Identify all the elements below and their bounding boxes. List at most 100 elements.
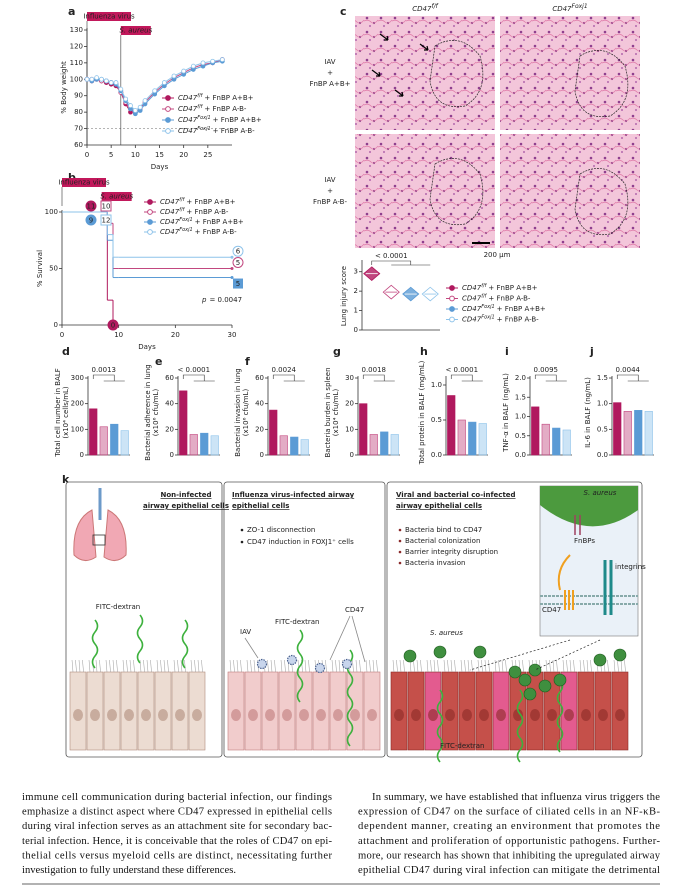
data-point	[108, 80, 114, 85]
x-tick-label: 15	[155, 151, 164, 159]
bacterium	[518, 673, 532, 687]
schematic-text: Viral and bacterial co-infected	[396, 491, 516, 499]
legend-entry: CD47f/f + FnBP A+B+	[160, 197, 236, 207]
data-point	[210, 58, 216, 64]
schematic-text: FnBPs	[574, 537, 595, 545]
p-value: < 0.0001	[445, 366, 478, 374]
body-line: expression of CD47 on the surface of cil…	[358, 807, 660, 818]
data-point	[137, 104, 143, 110]
bar	[120, 430, 129, 456]
panel-label: k	[62, 473, 70, 486]
bar	[300, 439, 309, 456]
cilium	[617, 659, 619, 673]
bar	[468, 421, 477, 456]
cilium	[163, 659, 166, 673]
bracket	[92, 374, 125, 382]
cilium	[75, 659, 77, 673]
legend-marker	[147, 209, 153, 215]
cilium	[308, 659, 310, 673]
bullet	[398, 561, 402, 565]
bar	[562, 429, 571, 456]
cilium	[545, 659, 548, 673]
arrow	[371, 69, 381, 77]
cell-nucleus	[547, 709, 557, 721]
p-value: < 0.0001	[375, 252, 408, 260]
fnbp	[574, 515, 581, 535]
row-label: FnBP A-B-	[313, 198, 347, 206]
y-tick-label: 2	[354, 287, 358, 295]
legend-marker	[449, 285, 455, 291]
bar	[552, 427, 561, 456]
cilium	[297, 659, 300, 673]
panel-label: f	[245, 355, 250, 368]
data-point	[132, 108, 138, 113]
cilium	[433, 659, 436, 673]
y-tick-label: 0.5	[515, 432, 526, 440]
schematic-text: S. aureus	[584, 489, 617, 497]
x-tick-label: 25	[203, 151, 212, 159]
legend-entry: CD47Foxj1 + FnBP A+B+	[178, 115, 262, 125]
legend-marker	[449, 316, 455, 323]
legend-gene: CD47	[160, 198, 180, 206]
virus	[314, 662, 326, 674]
inset-pointer	[469, 639, 601, 671]
cilium	[236, 659, 239, 673]
legend-entry: CD47f/f + FnBP A+B+	[462, 283, 538, 293]
y-axis-label: Total protein in BALF (mg/mL)	[418, 360, 426, 465]
cilium	[112, 659, 115, 673]
bar	[447, 395, 456, 456]
panel-label: h	[420, 345, 428, 358]
fitc-dextran	[91, 619, 99, 669]
y-tick-label: 130	[70, 26, 83, 34]
cilium	[477, 659, 480, 673]
p-value: 0.0044	[616, 366, 641, 374]
column-genotype: Foxj1	[572, 3, 588, 10]
y-tick-label: 70	[74, 125, 83, 133]
legend-treatment: + FnBP A+B+	[213, 116, 262, 124]
bullet	[398, 550, 402, 554]
cilium	[338, 659, 341, 673]
fitc-dextran	[296, 629, 304, 703]
bacterium	[593, 653, 607, 667]
cilium	[467, 659, 470, 673]
bacterium-wall	[540, 486, 638, 527]
cilium	[481, 659, 483, 673]
column-gene: CD47	[412, 5, 432, 13]
column-title: CD47Foxj1	[552, 3, 587, 14]
legend-entry: CD47f/f + FnBP A-B-	[462, 293, 531, 303]
cilium	[233, 659, 235, 673]
schematic-text: Barrier integrity disruption	[405, 548, 498, 556]
cilium	[146, 659, 149, 673]
legend-gene: CD47	[178, 105, 198, 113]
legend-marker	[165, 128, 171, 134]
y-tick-label: 90	[74, 92, 83, 100]
schematic-text: IAV	[240, 628, 251, 636]
event-box	[120, 26, 151, 35]
schematic-text: S. aureus	[430, 629, 463, 637]
cell-nucleus	[107, 709, 117, 721]
legend-genotype: f/f	[481, 293, 487, 299]
survivor-badge	[232, 257, 244, 268]
body-line: thelial cells versus myeloid cells are d…	[22, 850, 332, 861]
data-point	[190, 63, 196, 69]
cilium	[552, 659, 555, 673]
survival-end	[230, 276, 234, 280]
cilium	[403, 659, 405, 673]
y-tick-label: 0	[80, 451, 84, 459]
bar	[531, 406, 540, 456]
y-tick-label: 0.5	[431, 416, 442, 424]
cell-nucleus	[316, 709, 326, 721]
bar	[179, 390, 188, 456]
data-point	[181, 68, 187, 74]
y-axis-label: IL-6 in BALF (ng/mL)	[584, 377, 592, 448]
y-tick-label: 20	[165, 425, 174, 433]
y-tick-label: 80	[74, 108, 83, 116]
bar	[390, 434, 399, 456]
fitc-dextran	[516, 689, 524, 763]
panel-label: d	[62, 345, 70, 358]
data-point	[84, 76, 90, 82]
event-box	[62, 178, 106, 187]
data-point	[123, 96, 129, 102]
bar	[369, 434, 378, 456]
legend-gene: CD47	[178, 94, 198, 102]
